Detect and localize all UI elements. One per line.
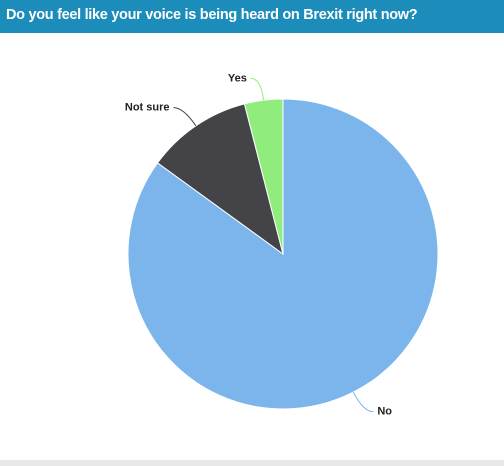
header-bar: Do you feel like your voice is being hea…	[0, 0, 504, 33]
chart-title: Do you feel like your voice is being hea…	[6, 7, 418, 23]
connector-line	[250, 77, 265, 101]
connector-line	[352, 391, 374, 413]
pie-slice	[156, 103, 284, 256]
chart: No Not sure Yes	[125, 72, 439, 418]
slice-label: Yes	[228, 72, 247, 84]
slice-label: No	[377, 406, 392, 418]
slice-label: Not sure	[125, 102, 170, 114]
footer-strip	[0, 460, 504, 466]
connector-line	[173, 107, 197, 127]
